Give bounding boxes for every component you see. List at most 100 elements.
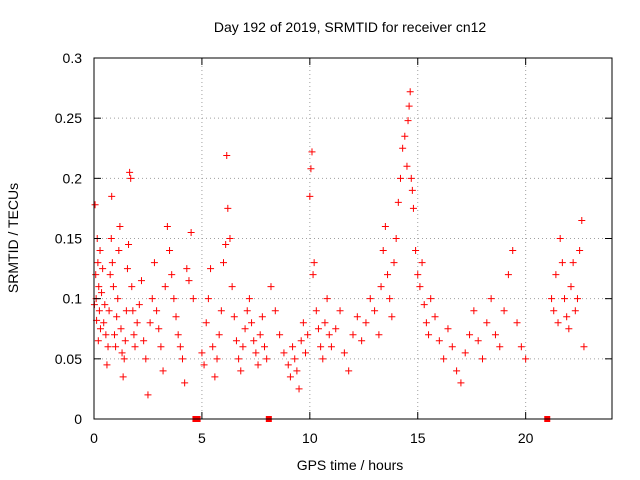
data-point — [440, 355, 448, 363]
data-point — [386, 295, 394, 303]
data-point — [517, 343, 525, 351]
data-point — [569, 259, 577, 267]
data-point — [224, 204, 232, 212]
data-point — [105, 307, 113, 315]
data-point — [130, 331, 138, 339]
data-point — [474, 337, 482, 345]
data-point — [375, 331, 383, 339]
data-point — [239, 343, 247, 351]
data-point — [135, 301, 143, 309]
data-point — [148, 295, 156, 303]
data-point — [427, 295, 435, 303]
data-point — [496, 343, 504, 351]
y-tick-label: 0.05 — [55, 351, 82, 367]
data-point — [232, 337, 240, 345]
data-point — [126, 168, 134, 176]
data-point — [107, 235, 115, 242]
data-point — [563, 313, 571, 321]
data-point — [308, 148, 316, 156]
data-point — [444, 325, 452, 333]
data-point — [379, 247, 387, 255]
data-point — [211, 373, 219, 381]
data-point — [226, 235, 234, 242]
data-point — [340, 349, 348, 357]
data-point — [101, 301, 109, 309]
data-point — [118, 349, 126, 357]
data-point — [327, 343, 335, 351]
data-point — [319, 355, 327, 363]
data-point — [109, 283, 117, 291]
data-point — [181, 379, 189, 387]
data-point — [98, 289, 106, 297]
data-points — [90, 88, 588, 399]
data-point — [123, 265, 131, 273]
data-point — [263, 355, 271, 363]
data-point — [280, 349, 288, 357]
data-point — [371, 307, 379, 315]
data-point — [349, 331, 357, 339]
data-point — [491, 331, 499, 339]
data-point — [509, 247, 517, 255]
data-point — [306, 192, 314, 200]
data-point — [561, 295, 569, 303]
data-point — [155, 325, 163, 333]
data-point — [115, 247, 123, 255]
data-point — [556, 235, 564, 242]
data-point — [108, 192, 116, 200]
data-point — [121, 337, 129, 345]
data-point — [362, 319, 370, 327]
data-point — [416, 283, 424, 291]
data-point — [172, 313, 180, 321]
data-point — [161, 283, 169, 291]
data-point — [314, 325, 322, 333]
data-point — [106, 271, 114, 279]
data-point — [558, 259, 566, 267]
data-point — [522, 355, 530, 363]
data-point — [146, 319, 154, 327]
data-point — [336, 307, 344, 315]
data-point — [207, 265, 215, 273]
data-point — [552, 271, 560, 279]
data-point — [102, 331, 110, 339]
data-point — [163, 222, 171, 230]
data-point — [550, 307, 558, 315]
data-point — [304, 331, 312, 339]
data-point — [425, 331, 433, 339]
data-point — [170, 295, 178, 303]
data-point — [245, 295, 253, 303]
data-point — [470, 307, 478, 315]
data-point — [168, 271, 176, 279]
data-point — [321, 319, 329, 327]
data-point — [381, 222, 389, 230]
data-point — [178, 355, 186, 363]
data-point — [377, 283, 385, 291]
data-point — [392, 235, 400, 242]
data-point — [248, 319, 256, 327]
data-point — [513, 319, 521, 327]
data-point — [299, 319, 307, 327]
data-point — [567, 283, 575, 291]
y-axis-label: SRMTID / TECUs — [5, 183, 21, 293]
data-point — [401, 132, 409, 140]
data-point — [412, 247, 420, 255]
data-point — [418, 259, 426, 267]
data-point — [114, 295, 122, 303]
data-point — [293, 367, 301, 375]
data-point — [129, 307, 137, 315]
data-point — [189, 295, 197, 303]
data-point — [137, 277, 145, 285]
data-point — [286, 373, 294, 381]
data-point — [409, 204, 417, 212]
data-point — [127, 174, 135, 182]
data-point — [92, 271, 100, 279]
data-point — [230, 313, 238, 321]
data-point — [479, 355, 486, 363]
data-point — [91, 201, 99, 209]
data-point — [95, 283, 103, 291]
data-point — [116, 222, 124, 230]
y-tick-label: 0.25 — [55, 110, 82, 126]
data-point — [95, 307, 103, 315]
data-point — [295, 385, 303, 393]
data-point — [325, 331, 333, 339]
